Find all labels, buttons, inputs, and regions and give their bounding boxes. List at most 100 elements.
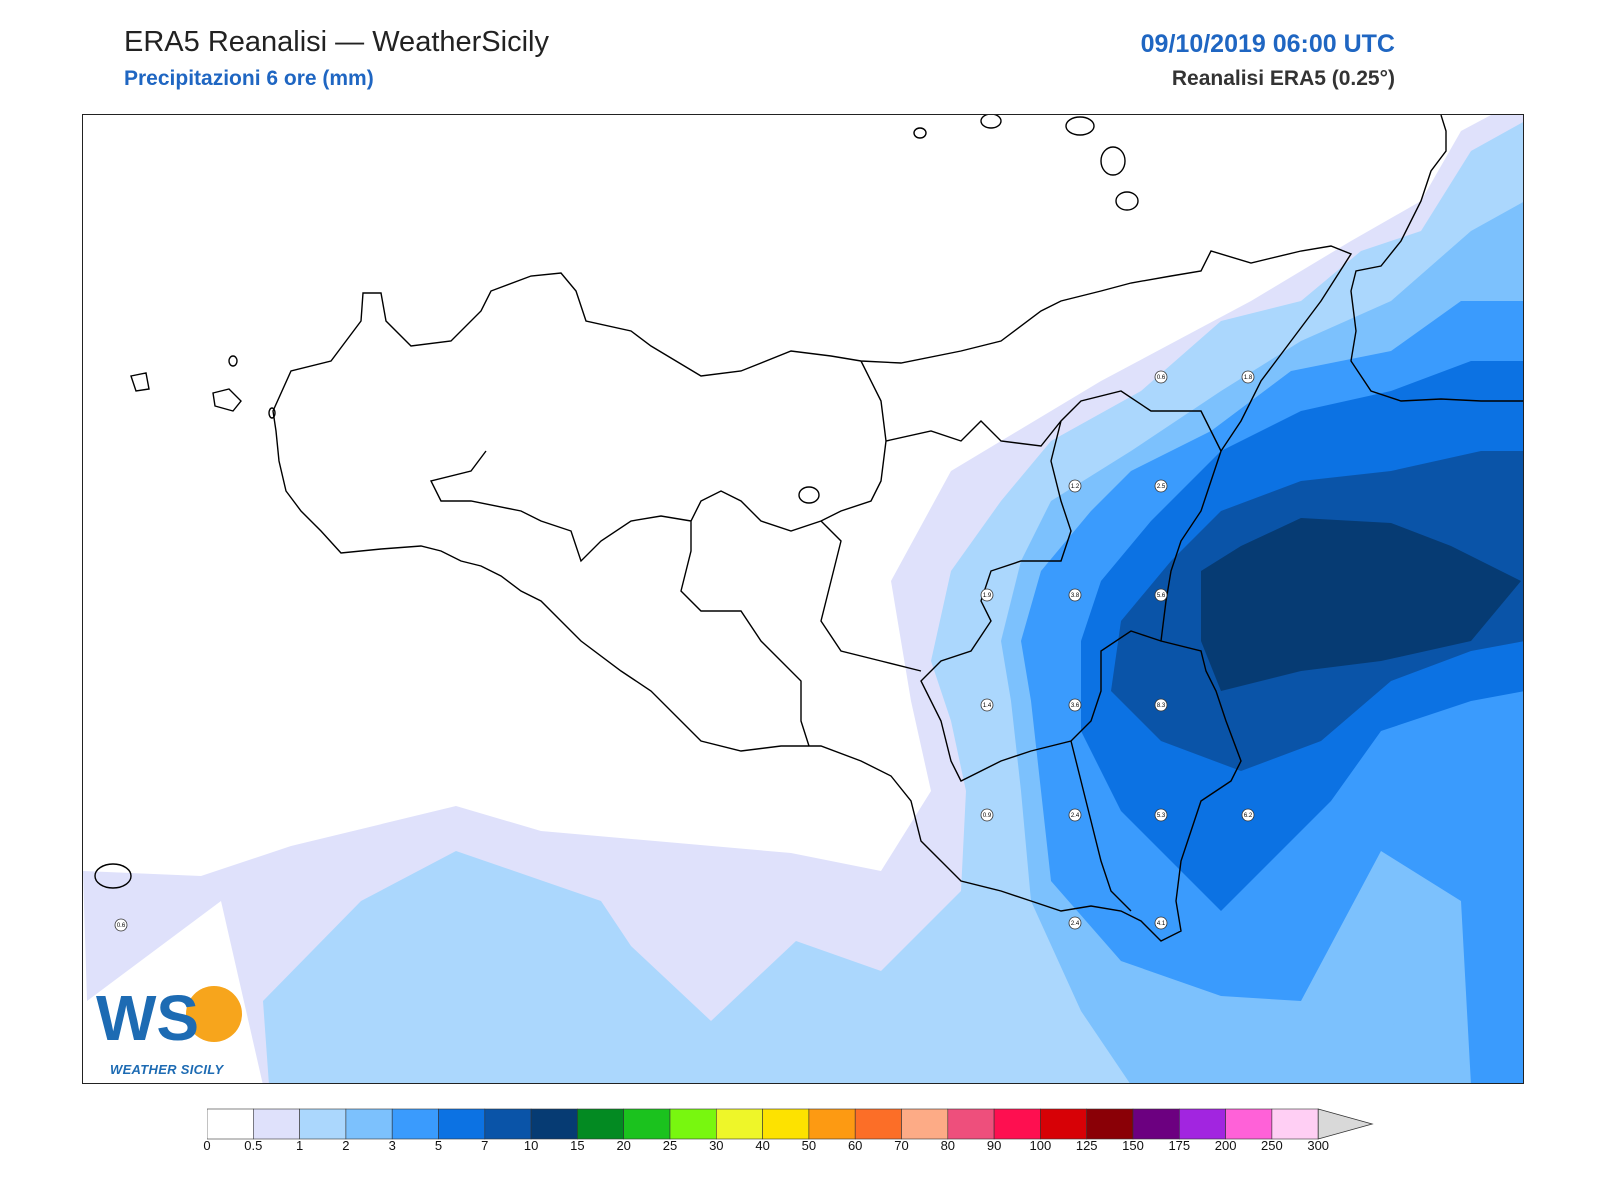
station-marker: 1.9 — [980, 588, 994, 602]
egadi-islands — [130, 355, 276, 419]
station-value: 0.6 — [117, 923, 126, 929]
station-value: 3.6 — [1071, 703, 1080, 709]
precip-contours — [83, 115, 1523, 1083]
colorbar-tick-label: 50 — [801, 1138, 817, 1153]
weather-sicily-logo: WS — [96, 982, 242, 1054]
station-marker: 0.9 — [980, 808, 994, 822]
colorbar-swatch — [808, 1108, 856, 1140]
colorbar-swatch — [299, 1108, 347, 1140]
colorbar-swatch — [762, 1108, 810, 1140]
map-subtitle: Precipitazioni 6 ore (mm) — [124, 67, 374, 90]
colorbar-tick-label: 80 — [940, 1138, 956, 1153]
colorbar-swatch — [715, 1108, 763, 1140]
model-label: Reanalisi ERA5 (0.25°) — [1171, 67, 1395, 90]
colorbar-tick-label: 0.5 — [244, 1138, 263, 1153]
logo-text: WEATHER SICILY — [110, 1062, 224, 1077]
colorbar-tick-label: 70 — [894, 1138, 909, 1153]
colorbar-tick-label: 25 — [662, 1138, 678, 1153]
colorbar-swatch — [530, 1108, 578, 1140]
station-value: 1.4 — [983, 703, 992, 709]
precip-spot-3 — [1381, 986, 1421, 1026]
colorbar-swatch — [345, 1108, 393, 1140]
station-value: 2.4 — [1071, 921, 1080, 927]
station-marker: 6.2 — [1241, 808, 1255, 822]
station-value: 0.9 — [983, 813, 992, 819]
colorbar-tick-label: 60 — [847, 1138, 863, 1153]
station-value: 0.6 — [1157, 375, 1166, 381]
colorbar-tick-label: 175 — [1168, 1138, 1191, 1153]
station-marker: 2.4 — [1068, 916, 1082, 930]
colorbar-swatch — [1040, 1108, 1088, 1140]
station-marker: 3.8 — [1068, 588, 1082, 602]
colorbar-swatch — [1086, 1108, 1134, 1140]
colorbar-swatch — [854, 1108, 902, 1140]
colorbar-swatch — [484, 1108, 532, 1140]
station-value: 1.8 — [1244, 375, 1253, 381]
logo-letters: WS — [96, 982, 199, 1054]
colorbar-swatch — [669, 1108, 717, 1140]
colorbar-swatch — [391, 1108, 439, 1140]
station-value: 3.8 — [1071, 593, 1080, 599]
colorbar-tick-label: 10 — [523, 1138, 539, 1153]
colorbar-swatch — [901, 1108, 949, 1140]
province-borders — [429, 360, 1222, 912]
colorbar-tick-label: 0 — [203, 1138, 211, 1153]
station-values: 0.6 1.8 1.2 2.5 1.9 3.8 5.6 1.4 3.6 8.3 0.9 2.4 5.3 6… — [114, 370, 1255, 932]
colorbar-tick-label: 7 — [481, 1138, 489, 1153]
station-value: 4.1 — [1157, 921, 1166, 927]
station-value: 2.5 — [1157, 484, 1166, 490]
colorbar-tick-label: 150 — [1122, 1138, 1144, 1153]
station-marker: 1.2 — [1068, 479, 1082, 493]
colorbar-tick-label: 200 — [1214, 1138, 1237, 1153]
colorbar-swatch — [252, 1108, 300, 1140]
colorbar-tick-label: 20 — [616, 1138, 631, 1153]
coastlines — [94, 115, 1523, 942]
station-value: 1.9 — [983, 593, 992, 599]
colorbar-tick-label: 1 — [295, 1138, 304, 1153]
colorbar-tick-label: 2 — [342, 1138, 350, 1153]
station-marker: 8.3 — [1154, 698, 1168, 712]
sicily-coast — [272, 245, 1353, 942]
aeolian-islands — [913, 115, 1139, 211]
station-value: 6.2 — [1244, 813, 1253, 819]
colorbar-swatch — [993, 1108, 1041, 1140]
colorbar-tick-label: 5 — [434, 1138, 443, 1153]
station-marker: 3.6 — [1068, 698, 1082, 712]
station-marker: 1.4 — [980, 698, 994, 712]
map-svg: 0.6 1.8 1.2 2.5 1.9 3.8 5.6 1.4 3.6 8.3 0.9 2.4 5.3 6… — [83, 115, 1523, 1083]
colorbar-tick-label: 125 — [1075, 1138, 1098, 1153]
colorbar-overflow-arrow — [1317, 1108, 1374, 1140]
station-marker: 2.4 — [1068, 808, 1082, 822]
colorbar-tick-label: 40 — [755, 1138, 770, 1153]
colorbar-swatch — [623, 1108, 671, 1140]
colorbar-swatch — [577, 1108, 624, 1140]
colorbar-tick-label: 15 — [570, 1138, 585, 1153]
colorbar-tick-label: 250 — [1261, 1138, 1283, 1153]
station-value: 5.6 — [1157, 593, 1166, 599]
precipitation-map: 0.6 1.8 1.2 2.5 1.9 3.8 5.6 1.4 3.6 8.3 0.9 2.4 5.3 6… — [82, 114, 1524, 1084]
colorbar-swatch — [207, 1108, 254, 1140]
colorbar-swatch — [438, 1108, 486, 1140]
station-marker: 5.6 — [1154, 588, 1168, 602]
station-value: 1.2 — [1071, 484, 1080, 490]
colorbar-swatch — [947, 1108, 995, 1140]
colorbar-swatch — [1225, 1108, 1273, 1140]
precip-band-10 — [1201, 518, 1521, 691]
valid-datetime: 09/10/2019 06:00 UTC — [1140, 30, 1395, 58]
colorbar — [207, 1108, 1374, 1140]
map-title: ERA5 Reanalisi — WeatherSicily — [124, 26, 549, 58]
station-value: 8.3 — [1157, 703, 1166, 709]
colorbar-tick-label: 100 — [1029, 1138, 1052, 1153]
station-value: 5.3 — [1157, 813, 1166, 819]
station-marker: 2.5 — [1154, 479, 1168, 493]
colorbar-tick-label: 30 — [709, 1138, 724, 1153]
colorbar-tick-label: 90 — [986, 1138, 1002, 1153]
station-marker: 5.3 — [1154, 808, 1168, 822]
station-marker: 1.8 — [1241, 370, 1255, 384]
colorbar-tick-label: 300 — [1307, 1138, 1330, 1153]
ustica-island — [798, 486, 820, 504]
colorbar-swatch — [1178, 1108, 1226, 1140]
station-marker: 4.1 — [1154, 916, 1168, 930]
pantelleria-island — [94, 863, 132, 889]
station-value: 2.4 — [1071, 813, 1080, 819]
